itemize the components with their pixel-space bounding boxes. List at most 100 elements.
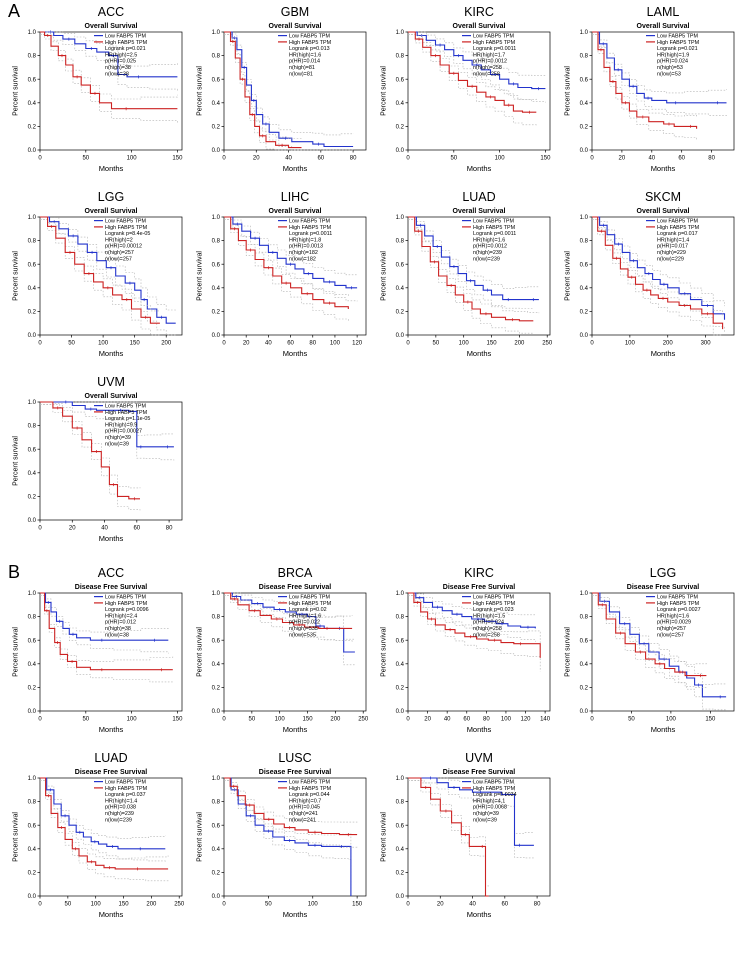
y-tick-label: 0.8 bbox=[580, 239, 589, 245]
x-tick-label: 0 bbox=[590, 341, 594, 347]
legend-label-low: Low FABP5 TPM bbox=[105, 404, 146, 410]
x-tick-label: 50 bbox=[432, 341, 439, 347]
y-tick-label: 0.4 bbox=[580, 101, 589, 107]
stat-line: n(low)=258 bbox=[473, 71, 500, 77]
y-tick-label: 0.6 bbox=[28, 77, 37, 83]
y-tick-label: 0.6 bbox=[396, 823, 405, 829]
plot-title: LUAD bbox=[462, 190, 495, 204]
x-tick-label: 120 bbox=[352, 341, 363, 347]
legend-label-low: Low FABP5 TPM bbox=[105, 34, 146, 40]
y-tick-label: 0.4 bbox=[580, 662, 589, 668]
km-plot-a-acc: ACC Overall Survival 0.0 0.2 0.4 0.6 0.8 1.0 0 50… bbox=[13, 5, 184, 173]
stat-line: p(HR)=0.024 bbox=[657, 59, 688, 65]
stat-line: p(HR)=0.0013 bbox=[289, 244, 323, 250]
x-tick-label: 50 bbox=[68, 341, 75, 347]
x-axis-label: Months bbox=[283, 910, 308, 919]
legend-label-low: Low FABP5 TPM bbox=[289, 34, 330, 40]
y-axis-label: Percent survival bbox=[197, 812, 204, 862]
confidence-interval-low bbox=[408, 216, 540, 289]
plot-subtitle: Disease Free Survival bbox=[627, 584, 699, 591]
km-plot-a-luad: LUAD Overall Survival 0.0 0.2 0.4 0.6 0.8 1.0 0 5… bbox=[381, 190, 553, 358]
confidence-interval-high bbox=[40, 216, 161, 312]
stat-line: n(low)=53 bbox=[657, 71, 681, 77]
x-tick-label: 0 bbox=[590, 717, 594, 723]
stat-line: n(high)=257 bbox=[657, 626, 686, 632]
plot-subtitle: Overall Survival bbox=[85, 208, 138, 215]
x-tick-label: 100 bbox=[91, 902, 102, 908]
x-tick-label: 0 bbox=[222, 156, 226, 162]
y-tick-label: 1.0 bbox=[28, 591, 37, 597]
y-axis-label: Percent survival bbox=[565, 251, 572, 301]
x-tick-label: 100 bbox=[666, 717, 677, 723]
x-tick-label: 100 bbox=[459, 341, 470, 347]
confidence-interval-low bbox=[408, 219, 540, 314]
confidence-interval-low bbox=[224, 780, 352, 896]
x-tick-label: 50 bbox=[64, 902, 71, 908]
plot-title: GBM bbox=[281, 5, 309, 19]
x-tick-label: 250 bbox=[542, 341, 553, 347]
y-tick-label: 1.0 bbox=[28, 30, 37, 36]
y-tick-label: 0.4 bbox=[212, 662, 221, 668]
x-tick-label: 150 bbox=[119, 902, 130, 908]
y-tick-label: 0.8 bbox=[580, 54, 589, 60]
y-tick-label: 1.0 bbox=[212, 591, 221, 597]
y-tick-label: 0.2 bbox=[396, 871, 405, 877]
plot-frame bbox=[223, 777, 367, 897]
survival-curve-low bbox=[408, 777, 534, 846]
stat-line: Logrank p=0.0011 bbox=[473, 46, 516, 52]
y-tick-label: 0.8 bbox=[28, 54, 37, 60]
legend-label-low: Low FABP5 TPM bbox=[289, 780, 330, 786]
x-tick-label: 20 bbox=[424, 717, 431, 723]
stat-line: HR(high)=1.8 bbox=[289, 237, 321, 243]
x-axis-label: Months bbox=[99, 725, 124, 734]
stat-line: HR(high)=9.9 bbox=[105, 422, 137, 428]
y-tick-label: 0.8 bbox=[396, 800, 405, 806]
legend-label-low: Low FABP5 TPM bbox=[657, 34, 698, 40]
plot-subtitle: Overall Survival bbox=[637, 208, 690, 215]
confidence-interval-high bbox=[224, 595, 353, 642]
stat-line: Logrank p=0.0027 bbox=[657, 607, 701, 613]
x-tick-label: 60 bbox=[678, 156, 685, 162]
stat-line: n(high)=39 bbox=[473, 811, 499, 817]
stat-line: n(low)=258 bbox=[473, 632, 500, 638]
y-axis-label: Percent survival bbox=[13, 251, 20, 301]
stat-line: Logrank p=0.013 bbox=[289, 46, 330, 52]
stat-line: p(HR)=0.024 bbox=[473, 620, 504, 626]
confidence-interval-high bbox=[592, 216, 723, 316]
x-tick-label: 80 bbox=[534, 902, 541, 908]
y-tick-label: 0.2 bbox=[212, 125, 221, 131]
legend-label-low: Low FABP5 TPM bbox=[657, 219, 698, 225]
x-axis-label: Months bbox=[651, 164, 676, 173]
y-axis-label: Percent survival bbox=[381, 627, 388, 677]
x-tick-label: 0 bbox=[38, 526, 42, 532]
stat-line: HR(high)=1.6 bbox=[289, 613, 321, 619]
y-tick-label: 0.0 bbox=[28, 894, 37, 900]
stat-line: n(low)=39 bbox=[473, 817, 497, 823]
x-tick-label: 200 bbox=[514, 341, 525, 347]
y-tick-label: 0.0 bbox=[28, 518, 37, 524]
stat-line: p(HR)=0.0068 bbox=[473, 805, 507, 811]
stat-line: n(high)=535 bbox=[289, 626, 318, 632]
y-axis-label: Percent survival bbox=[381, 251, 388, 301]
stat-line: HR(high)=4.1 bbox=[473, 798, 505, 804]
survival-curve-low bbox=[40, 592, 169, 641]
y-tick-label: 0.2 bbox=[28, 686, 37, 692]
y-axis-label: Percent survival bbox=[381, 812, 388, 862]
x-tick-label: 20 bbox=[243, 341, 250, 347]
x-tick-label: 150 bbox=[487, 341, 498, 347]
km-plot-b-luad: LUAD Disease Free Survival 0.0 0.2 0.4 0.6 0.8… bbox=[13, 751, 185, 919]
km-plot-b-uvm: UVM Disease Free Survival 0.0 0.2 0.4 0.6 0.8 1… bbox=[381, 751, 551, 919]
stat-line: n(low)=239 bbox=[105, 817, 132, 823]
plot-frame bbox=[591, 31, 735, 151]
y-tick-label: 0.6 bbox=[28, 447, 37, 453]
plot-title: LIHC bbox=[281, 190, 309, 204]
stat-line: HR(high)=1.4 bbox=[657, 237, 689, 243]
confidence-interval-high bbox=[592, 595, 707, 689]
x-axis-label: Months bbox=[283, 164, 308, 173]
survival-curve-low bbox=[408, 216, 539, 301]
legend-label-high: High FABP5 TPM bbox=[473, 786, 516, 792]
x-tick-label: 150 bbox=[540, 156, 551, 162]
km-plot-a-laml: LAML Overall Survival 0.0 0.2 0.4 0.6 0.8 1.0 0 2… bbox=[565, 5, 735, 173]
y-tick-label: 0.2 bbox=[28, 310, 37, 316]
plot-title: UVM bbox=[97, 375, 125, 389]
